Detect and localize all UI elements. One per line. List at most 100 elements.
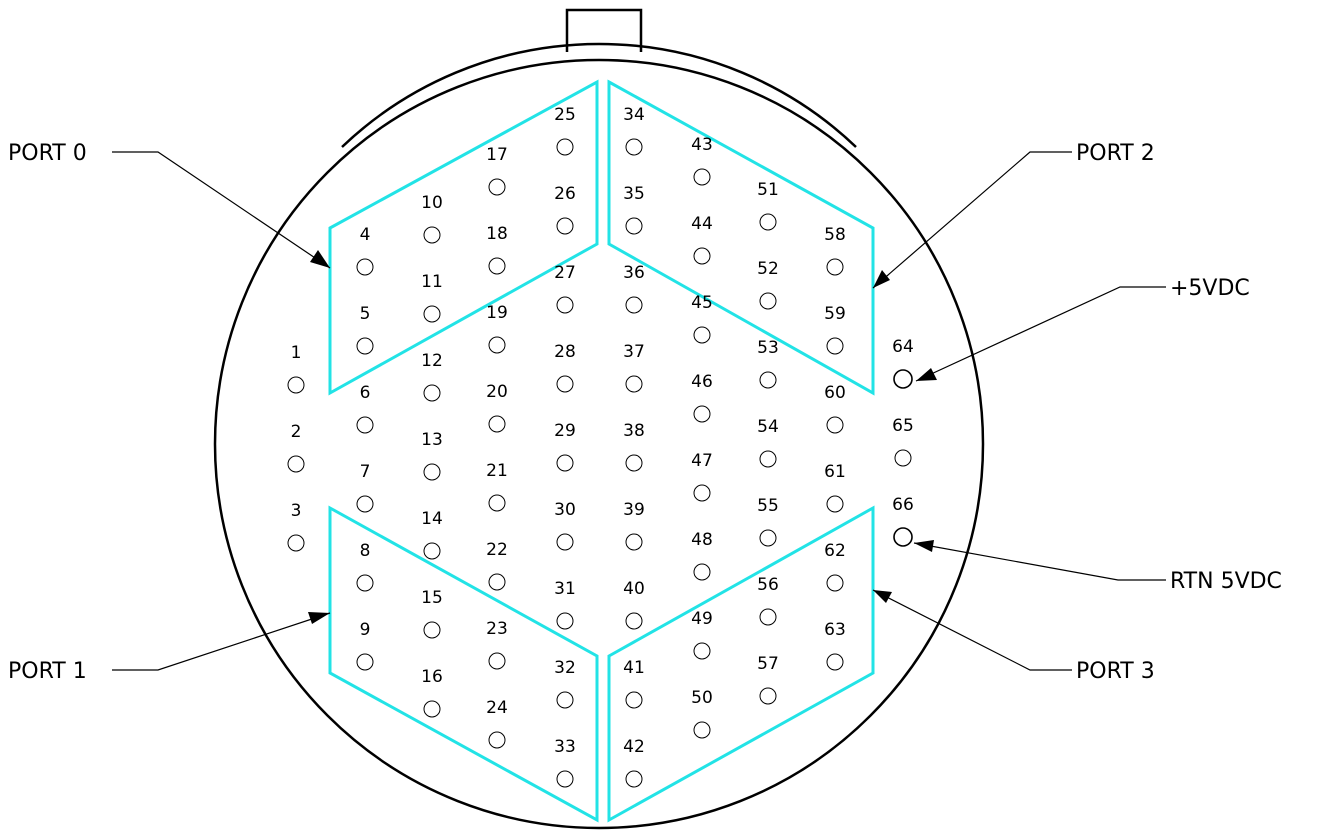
pin-40-label: 40 xyxy=(623,579,645,599)
pin-57-label: 57 xyxy=(757,654,779,674)
pin-21-label: 21 xyxy=(486,461,508,481)
plus-5vdc-leader xyxy=(915,286,1166,382)
pin-37-label: 37 xyxy=(623,342,645,362)
pin-24-label: 24 xyxy=(486,698,508,718)
pin-34-label: 34 xyxy=(623,105,645,125)
pin-56-label: 56 xyxy=(757,575,779,595)
pin-11-socket xyxy=(423,305,441,323)
pin-21-socket xyxy=(488,494,506,512)
pin-43-label: 43 xyxy=(691,135,713,155)
pin-39-socket xyxy=(625,533,643,551)
pin-33-socket xyxy=(556,770,574,788)
pin-50-label: 50 xyxy=(691,688,713,708)
port-3-leader xyxy=(872,589,1072,671)
pin-41-label: 41 xyxy=(623,658,645,678)
pin-53-label: 53 xyxy=(757,338,779,358)
port-2-label: PORT 2 xyxy=(1076,141,1155,166)
pin-19-socket xyxy=(488,336,506,354)
pin-49-label: 49 xyxy=(691,609,713,629)
pin-44-socket xyxy=(693,247,711,265)
pin-54-socket xyxy=(759,450,777,468)
pin-48-socket xyxy=(693,563,711,581)
pin-14-socket xyxy=(423,542,441,560)
pin-2-socket xyxy=(287,455,305,473)
pin-42-label: 42 xyxy=(623,737,645,757)
pin-47-socket xyxy=(693,484,711,502)
pin-55-socket xyxy=(759,529,777,547)
pin-34-socket xyxy=(625,138,643,156)
pin-44-label: 44 xyxy=(691,214,713,234)
pin-59-label: 59 xyxy=(824,304,846,324)
pin-6-label: 6 xyxy=(360,383,371,403)
pin-41-socket xyxy=(625,691,643,709)
pin-23-socket xyxy=(488,652,506,670)
pin-10-label: 10 xyxy=(421,193,443,213)
pin-3-label: 3 xyxy=(291,501,302,521)
plus-5vdc-label: +5VDC xyxy=(1170,276,1250,301)
pin-64-socket xyxy=(893,369,913,389)
pin-43-socket xyxy=(693,168,711,186)
pin-23-label: 23 xyxy=(486,619,508,639)
pin-54-label: 54 xyxy=(757,417,779,437)
port-3-label: PORT 3 xyxy=(1076,659,1155,684)
pin-46-socket xyxy=(693,405,711,423)
pin-38-label: 38 xyxy=(623,421,645,441)
pin-1-label: 1 xyxy=(291,343,302,363)
pin-1-socket xyxy=(287,376,305,394)
port-1-region xyxy=(328,505,599,823)
port-0-leader xyxy=(112,151,331,269)
pin-12-label: 12 xyxy=(421,351,443,371)
pin-29-label: 29 xyxy=(554,421,576,441)
pin-24-socket xyxy=(488,731,506,749)
pin-66-socket xyxy=(893,527,913,547)
pin-28-socket xyxy=(556,375,574,393)
pin-39-label: 39 xyxy=(623,500,645,520)
pin-45-label: 45 xyxy=(691,293,713,313)
pin-48-label: 48 xyxy=(691,530,713,550)
connector-shell xyxy=(213,58,985,830)
pin-32-socket xyxy=(556,691,574,709)
pin-42-socket xyxy=(625,770,643,788)
pin-27-label: 27 xyxy=(554,263,576,283)
port-1-leader xyxy=(112,612,331,671)
pin-55-label: 55 xyxy=(757,496,779,516)
pin-30-label: 30 xyxy=(554,500,576,520)
port-0-label: PORT 0 xyxy=(8,141,87,166)
pin-61-socket xyxy=(826,495,844,513)
pin-35-label: 35 xyxy=(623,184,645,204)
pin-51-label: 51 xyxy=(757,180,779,200)
pin-29-socket xyxy=(556,454,574,472)
pin-37-socket xyxy=(625,375,643,393)
pin-52-socket xyxy=(759,292,777,310)
pin-28-label: 28 xyxy=(554,342,576,362)
pin-65-socket xyxy=(894,449,912,467)
pin-9-label: 9 xyxy=(360,620,371,640)
pin-4-socket xyxy=(356,258,374,276)
pin-66-label: 66 xyxy=(892,495,914,515)
pin-65-label: 65 xyxy=(892,416,914,436)
pin-59-socket xyxy=(826,337,844,355)
pin-20-socket xyxy=(488,415,506,433)
pin-3-socket xyxy=(287,534,305,552)
pin-13-label: 13 xyxy=(421,430,443,450)
port-1-arrowhead xyxy=(308,612,330,624)
pin-36-label: 36 xyxy=(623,263,645,283)
pin-10-socket xyxy=(423,226,441,244)
pin-63-label: 63 xyxy=(824,620,846,640)
pin-13-socket xyxy=(423,463,441,481)
pin-array: 1234567891011121314151617181920212223242… xyxy=(287,105,914,788)
pin-40-socket xyxy=(625,612,643,630)
pin-36-socket xyxy=(625,296,643,314)
pin-14-label: 14 xyxy=(421,509,443,529)
port-3-region xyxy=(607,505,875,823)
pin-18-socket xyxy=(488,257,506,275)
pin-22-socket xyxy=(488,573,506,591)
pin-12-socket xyxy=(423,384,441,402)
port-2-arrowhead xyxy=(873,270,890,288)
pin-52-label: 52 xyxy=(757,259,779,279)
rtn-5vdc-label: RTN 5VDC xyxy=(1170,569,1282,594)
port-3-arrowhead xyxy=(873,590,892,603)
pin-15-socket xyxy=(423,621,441,639)
